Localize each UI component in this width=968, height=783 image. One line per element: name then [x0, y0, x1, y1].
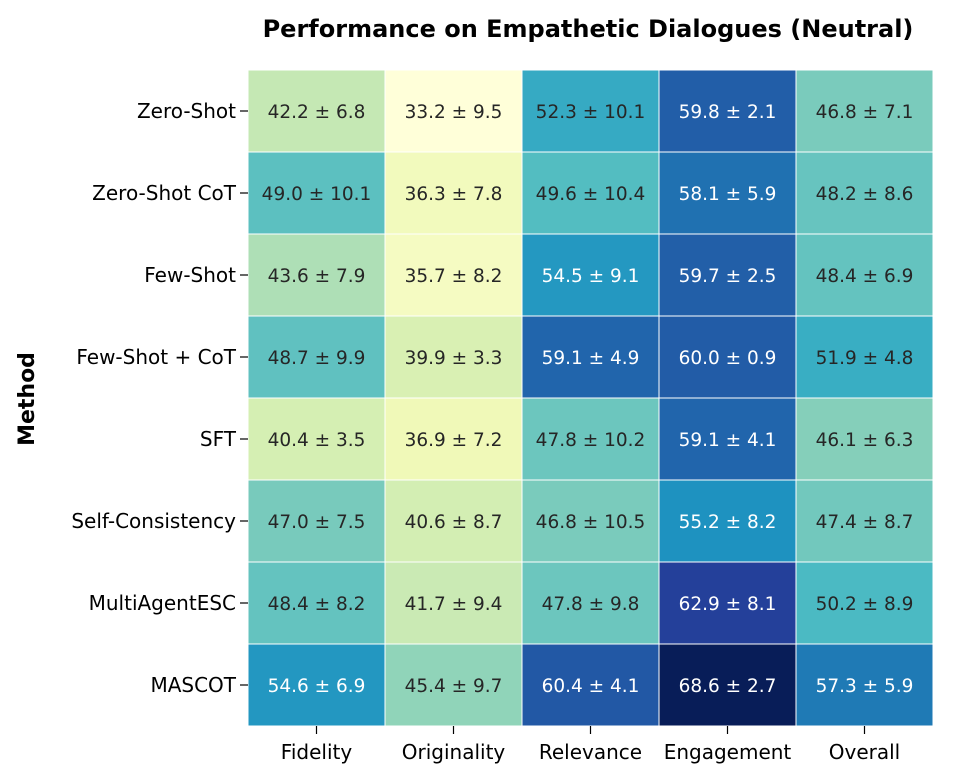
cell-annotation: 55.2 ± 8.2: [679, 512, 777, 533]
heatmap-cell: [384, 233, 523, 317]
cell-annotation: 41.7 ± 9.4: [405, 594, 503, 615]
cell-annotation: 62.9 ± 8.1: [679, 594, 777, 615]
heatmap-cell: [521, 151, 660, 235]
heatmap-cell: [795, 315, 934, 399]
heatmap-cell: [795, 561, 934, 645]
heatmap-cell: [795, 643, 934, 727]
cell-annotation: 60.4 ± 4.1: [542, 676, 640, 697]
heatmap-cell: [521, 643, 660, 727]
cell-annotation: 43.6 ± 7.9: [268, 266, 366, 287]
cell-annotation: 50.2 ± 8.9: [816, 594, 914, 615]
cell-annotation: 49.6 ± 10.4: [536, 184, 646, 205]
y-tick-label: Few-Shot: [144, 263, 236, 287]
cell-annotation: 47.8 ± 9.8: [542, 594, 640, 615]
y-tick-label: SFT: [200, 427, 237, 451]
cell-annotation: 48.2 ± 8.6: [816, 184, 914, 205]
cell-annotation: 54.5 ± 9.1: [542, 266, 640, 287]
cell-annotation: 48.7 ± 9.9: [268, 348, 366, 369]
cell-annotation: 54.6 ± 6.9: [268, 676, 366, 697]
cell-annotation: 59.1 ± 4.1: [679, 430, 777, 451]
heatmap-cell: [521, 69, 660, 153]
heatmap-cell: [521, 479, 660, 563]
heatmap-cell: [247, 561, 386, 645]
cell-annotation: 36.3 ± 7.8: [405, 184, 503, 205]
cell-annotation: 59.1 ± 4.9: [542, 348, 640, 369]
heatmap-cell: [384, 479, 523, 563]
cell-annotation: 59.7 ± 2.5: [679, 266, 777, 287]
heatmap-cell: [658, 233, 797, 317]
x-tick-label: Originality: [402, 740, 506, 764]
x-tick-label: Fidelity: [281, 740, 353, 764]
y-axis-label: Method: [15, 352, 40, 446]
heatmap-cell: [521, 233, 660, 317]
heatmap-cell: [795, 479, 934, 563]
heatmap-cell: [247, 397, 386, 481]
cell-annotation: 49.0 ± 10.1: [262, 184, 372, 205]
cell-annotation: 52.3 ± 10.1: [536, 102, 646, 123]
cell-annotation: 68.6 ± 2.7: [679, 676, 777, 697]
heatmap-annotations: 42.2 ± 6.8 33.2 ± 9.5 52.3 ± 10.1 59.8 ± 2.…: [262, 102, 914, 697]
chart-title: Performance on Empathetic Dialogues (Neu…: [263, 15, 914, 43]
cell-annotation: 60.0 ± 0.9: [679, 348, 777, 369]
heatmap-cell: [247, 151, 386, 235]
heatmap-cell: [795, 397, 934, 481]
cell-annotation: 57.3 ± 5.9: [816, 676, 914, 697]
cell-annotation: 46.8 ± 10.5: [536, 512, 646, 533]
x-tick-label: Overall: [829, 740, 900, 764]
heatmap-cell: [247, 643, 386, 727]
y-tick-label: MASCOT: [150, 673, 236, 697]
cell-annotation: 39.9 ± 3.3: [405, 348, 503, 369]
cell-annotation: 58.1 ± 5.9: [679, 184, 777, 205]
cell-annotation: 47.8 ± 10.2: [536, 430, 646, 451]
heatmap-cell: [384, 315, 523, 399]
cell-annotation: 46.8 ± 7.1: [816, 102, 914, 123]
cell-annotation: 48.4 ± 8.2: [268, 594, 366, 615]
heatmap-cell: [795, 151, 934, 235]
heatmap-cell: [521, 315, 660, 399]
cell-annotation: 33.2 ± 9.5: [405, 102, 503, 123]
cell-annotation: 46.1 ± 6.3: [816, 430, 914, 451]
cell-annotation: 47.4 ± 8.7: [816, 512, 914, 533]
cell-annotation: 35.7 ± 8.2: [405, 266, 503, 287]
y-tick-label: Self-Consistency: [71, 509, 236, 533]
x-tick-label: Engagement: [664, 740, 792, 764]
cell-annotation: 40.6 ± 8.7: [405, 512, 503, 533]
y-tick-label: Zero-Shot CoT: [92, 181, 237, 205]
cell-annotation: 45.4 ± 9.7: [405, 676, 503, 697]
heatmap-cell: [384, 643, 523, 727]
heatmap-cell: [658, 479, 797, 563]
cell-annotation: 42.2 ± 6.8: [268, 102, 366, 123]
heatmap-cell: [384, 69, 523, 153]
heatmap-cell: [247, 69, 386, 153]
cell-annotation: 59.8 ± 2.1: [679, 102, 777, 123]
heatmap-cell: [658, 315, 797, 399]
heatmap-cells: [247, 69, 934, 727]
heatmap-cell: [658, 69, 797, 153]
cell-annotation: 47.0 ± 7.5: [268, 512, 366, 533]
cell-annotation: 51.9 ± 4.8: [816, 348, 914, 369]
cell-annotation: 40.4 ± 3.5: [268, 430, 366, 451]
heatmap-cell: [795, 69, 934, 153]
heatmap-cell: [521, 397, 660, 481]
cell-annotation: 36.9 ± 7.2: [405, 430, 503, 451]
x-tick-label: Relevance: [539, 740, 642, 764]
y-tick-label: Zero-Shot: [137, 99, 236, 123]
x-tick-labels: Fidelity Originality Relevance Engagement Ov…: [281, 726, 900, 764]
cell-annotation: 48.4 ± 6.9: [816, 266, 914, 287]
heatmap-cell: [658, 643, 797, 727]
y-tick-label: MultiAgentESC: [89, 591, 236, 615]
heatmap-cell: [384, 397, 523, 481]
y-tick-label: Few-Shot + CoT: [76, 345, 236, 369]
y-tick-labels: Zero-Shot Zero-Shot CoT Few-Shot Few-Shot +…: [71, 99, 248, 697]
heatmap-cell: [795, 233, 934, 317]
